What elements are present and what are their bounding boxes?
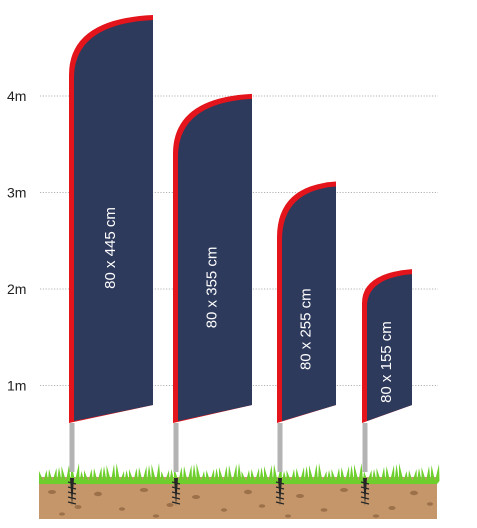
- spike-thread: [360, 496, 370, 500]
- flag-pole: [173, 423, 179, 472]
- soil-pebble: [48, 490, 56, 494]
- height-scale-labels: 1m 2m 3m 4m: [7, 88, 26, 394]
- spike-thread: [67, 501, 77, 505]
- spike-thread: [275, 486, 285, 490]
- ground-spike: [363, 478, 367, 506]
- soil-pebble: [119, 507, 125, 511]
- spike-thread: [67, 496, 77, 500]
- flag-3: 80 x 255 cm: [275, 181, 336, 506]
- soil-pebble: [139, 488, 149, 492]
- spike-thread: [360, 491, 370, 495]
- flag-cloth: [282, 186, 336, 421]
- soil-pebble: [166, 503, 174, 507]
- height-label-2m: 2m: [7, 281, 26, 297]
- ground-spike: [70, 478, 74, 506]
- grass: [39, 463, 440, 484]
- soil-pebble: [221, 508, 227, 512]
- spike-thread: [360, 501, 370, 505]
- spike-thread: [171, 491, 181, 495]
- soil-pebble: [388, 506, 396, 510]
- spike-thread: [67, 481, 77, 485]
- soil-pebble: [320, 508, 328, 512]
- flag-size-label: 80 x 445 cm: [102, 207, 119, 289]
- soil-pebble: [296, 494, 304, 498]
- flag-size-label: 80 x 155 cm: [378, 321, 395, 403]
- soil-pebble: [152, 514, 160, 518]
- flag-size-label: 80 x 255 cm: [298, 288, 315, 370]
- flag-4: 80 x 155 cm: [360, 269, 412, 506]
- spike-thread: [171, 501, 181, 505]
- spike-thread: [171, 496, 181, 500]
- soil-pebble: [340, 488, 348, 492]
- soil-pebble: [372, 514, 380, 518]
- soil-pebble: [244, 489, 252, 495]
- soil-pebble: [410, 490, 418, 496]
- spike-thread: [171, 486, 181, 490]
- spike-thread: [275, 496, 285, 500]
- spike-thread: [360, 481, 370, 485]
- soil-pebble: [192, 495, 200, 499]
- flag-1: 80 x 445 cm: [67, 15, 153, 506]
- spike-thread: [171, 481, 181, 485]
- height-label-3m: 3m: [7, 185, 26, 201]
- flag-cloth: [74, 20, 153, 421]
- height-label-1m: 1m: [7, 378, 26, 394]
- ground-spike: [278, 478, 282, 506]
- spike-thread: [275, 481, 285, 485]
- flag-pole: [277, 423, 283, 472]
- flag-pole: [362, 423, 368, 472]
- flag-2: 80 x 355 cm: [171, 93, 252, 506]
- flags: 80 x 445 cm 80 x 355 cm 80 x 255 cm 80 x 15…: [67, 15, 412, 506]
- soil-pebble: [258, 504, 266, 508]
- spike-thread: [360, 486, 370, 490]
- ground: [39, 463, 440, 519]
- flag-cloth: [178, 98, 252, 421]
- flag-size-label: 80 x 355 cm: [204, 247, 221, 329]
- ground-spike: [174, 478, 178, 506]
- spike-thread: [67, 491, 77, 495]
- flag-cloth: [367, 274, 412, 421]
- soil-pebble: [285, 514, 291, 518]
- soil-pebble: [74, 505, 82, 509]
- spike-thread: [275, 501, 285, 505]
- flag-pole: [69, 423, 75, 472]
- soil-pebble: [427, 502, 433, 506]
- spike-thread: [275, 491, 285, 495]
- height-label-4m: 4m: [7, 88, 26, 104]
- soil-pebble: [94, 491, 102, 497]
- soil-pebble: [59, 512, 65, 516]
- spike-thread: [67, 486, 77, 490]
